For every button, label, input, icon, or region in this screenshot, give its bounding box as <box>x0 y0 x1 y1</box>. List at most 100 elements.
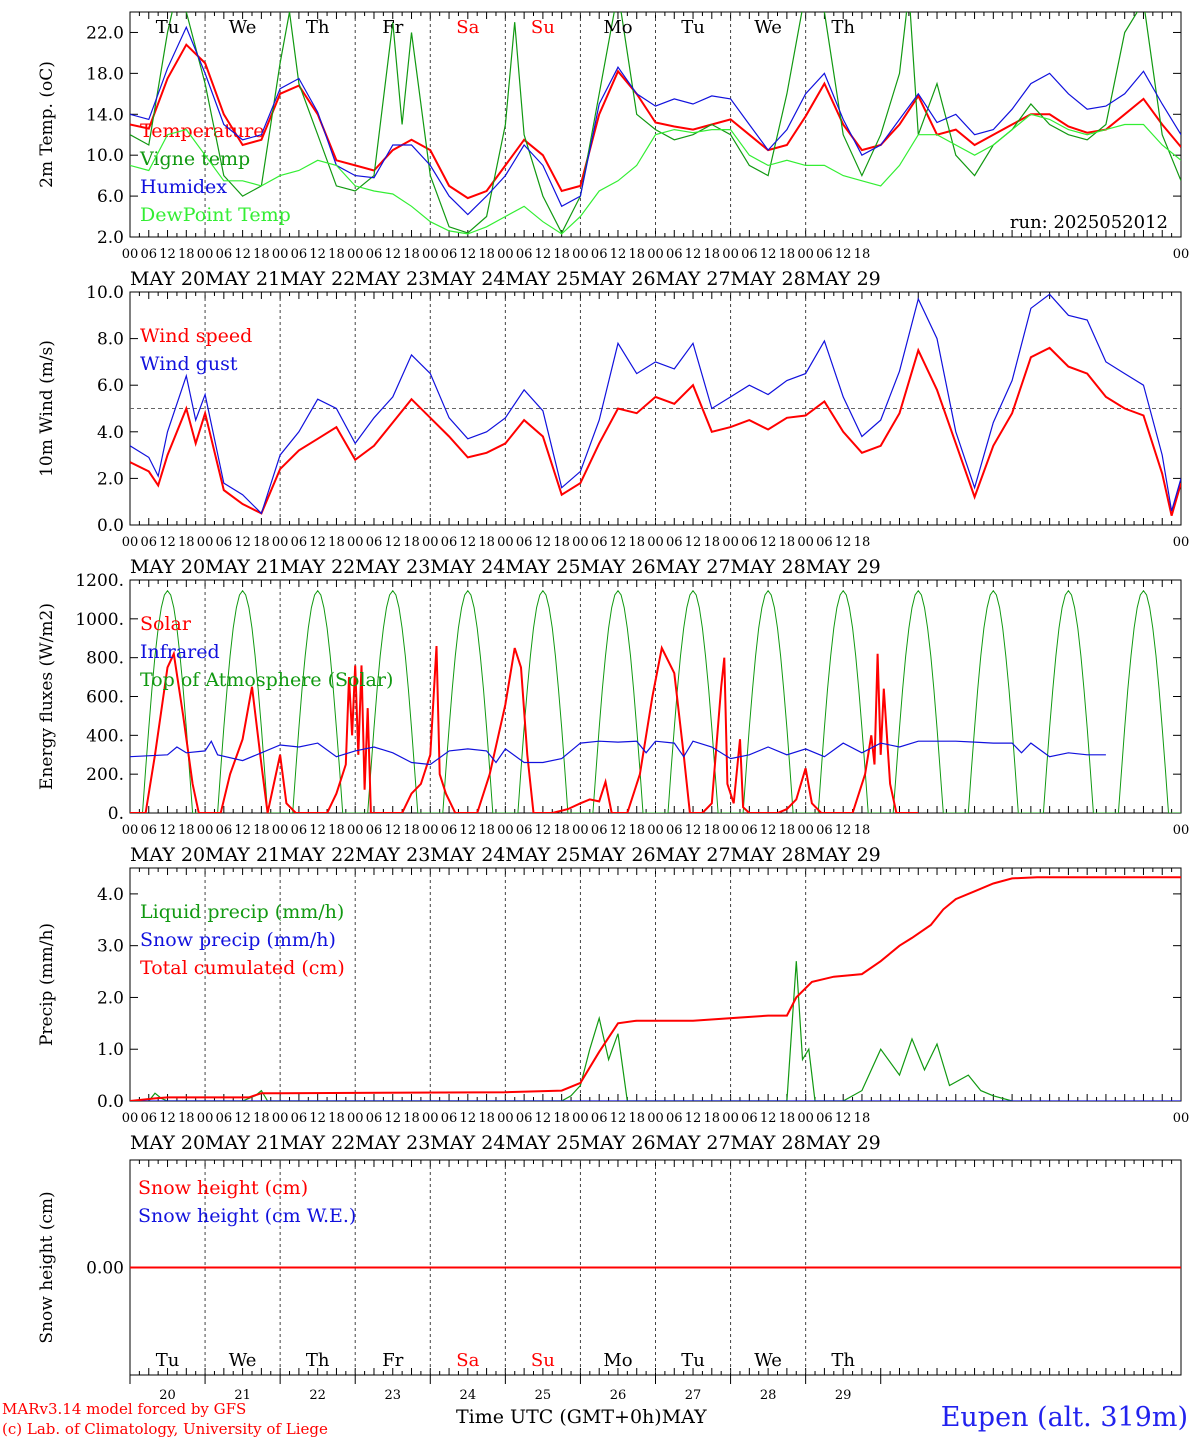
date-label: MAY 23 <box>355 844 430 866</box>
hour-label: 06 <box>666 247 683 262</box>
model-credit: MARv3.14 model forced by GFS <box>2 1400 247 1418</box>
legend-label: Wind gust <box>140 353 238 375</box>
hour-label: 12 <box>835 535 852 550</box>
series-line-2 <box>130 25 1181 216</box>
legend-label: Total cumulated (cm) <box>140 957 345 979</box>
hour-label: 00 <box>497 823 514 838</box>
hour-label: 12 <box>309 1111 326 1126</box>
y-tick-label: 6.0 <box>97 376 124 396</box>
hour-label: 00 <box>797 823 814 838</box>
hour-label: 06 <box>741 535 758 550</box>
hour-label: 18 <box>854 247 871 262</box>
hour-label: 18 <box>328 1111 345 1126</box>
hour-label: 12 <box>685 535 702 550</box>
date-label: MAY 27 <box>655 268 730 290</box>
weekday-label: Fr <box>382 17 403 38</box>
hour-label: 18 <box>704 1111 721 1126</box>
y-tick-label: 1200. <box>75 571 124 591</box>
date-label: MAY 26 <box>580 268 655 290</box>
hour-label: 06 <box>591 535 608 550</box>
date-label: MAY 29 <box>806 556 881 578</box>
y-tick-label: 10.0 <box>86 146 124 166</box>
hour-label: 18 <box>478 823 495 838</box>
hour-label: 12 <box>760 247 777 262</box>
hour-label: 00 <box>122 1111 139 1126</box>
hour-label: 06 <box>741 823 758 838</box>
series-line-1 <box>130 739 1106 766</box>
hour-label: 00 <box>347 823 364 838</box>
hour-label: 18 <box>253 535 270 550</box>
date-label: MAY 21 <box>205 556 280 578</box>
hour-label: 00 <box>1173 1111 1190 1126</box>
weekday-label: Tu <box>681 1350 705 1371</box>
hour-label: 18 <box>704 823 721 838</box>
y-tick-label: 1.0 <box>97 1040 124 1060</box>
series-line-1 <box>130 12 1181 235</box>
hour-label: 12 <box>685 823 702 838</box>
legend-label: DewPoint Temp <box>140 204 291 226</box>
date-label: MAY 24 <box>430 1132 505 1154</box>
hour-label: 12 <box>234 823 251 838</box>
hour-label: 12 <box>835 823 852 838</box>
station-name: Eupen (alt. 319m) <box>940 1402 1188 1433</box>
hour-label: 18 <box>178 823 195 838</box>
date-label: MAY 29 <box>806 268 881 290</box>
y-axis-title: 10m Wind (m/s) <box>37 340 57 477</box>
hour-label: 00 <box>797 1111 814 1126</box>
weekday-label: Tu <box>681 17 705 38</box>
hour-label: 00 <box>422 247 439 262</box>
hour-label: 12 <box>460 823 477 838</box>
hour-label: 00 <box>797 535 814 550</box>
date-label: MAY 29 <box>806 844 881 866</box>
hour-label: 06 <box>516 535 533 550</box>
lab-credit: (c) Lab. of Climatology, University of L… <box>2 1420 328 1438</box>
hour-label: 00 <box>272 823 289 838</box>
hour-label: 06 <box>516 1111 533 1126</box>
hour-label: 06 <box>516 247 533 262</box>
y-tick-label: 0. <box>108 804 124 824</box>
y-tick-label: 2.0 <box>97 469 124 489</box>
hour-label: 00 <box>647 247 664 262</box>
legend-label: Snow height (cm) <box>138 1177 308 1199</box>
hour-label: 18 <box>628 247 645 262</box>
hour-label: 18 <box>779 535 796 550</box>
weekday-label: Sa <box>456 1350 479 1371</box>
hour-label: 12 <box>309 247 326 262</box>
date-label: MAY 23 <box>355 1132 430 1154</box>
date-label: MAY 22 <box>280 1132 355 1154</box>
hour-label: 12 <box>685 1111 702 1126</box>
hour-label: 06 <box>216 535 233 550</box>
hour-label: 00 <box>272 1111 289 1126</box>
hour-label: 12 <box>384 247 401 262</box>
hour-label: 06 <box>741 247 758 262</box>
day-number: 28 <box>760 1388 777 1403</box>
hour-label: 00 <box>422 823 439 838</box>
hour-label: 00 <box>722 823 739 838</box>
date-label: MAY 22 <box>280 268 355 290</box>
weekday-label: Th <box>306 17 330 38</box>
hour-label: 00 <box>422 1111 439 1126</box>
hour-label: 18 <box>253 247 270 262</box>
y-tick-label: 10.0 <box>86 283 124 303</box>
day-number: 22 <box>309 1388 326 1403</box>
date-label: MAY 23 <box>355 268 430 290</box>
hour-label: 18 <box>779 247 796 262</box>
hour-label: 12 <box>460 535 477 550</box>
weekday-label: We <box>754 1350 782 1371</box>
day-number: 27 <box>685 1388 702 1403</box>
y-tick-label: 18.0 <box>86 64 124 84</box>
y-axis-title: Snow height (cm) <box>37 1191 57 1343</box>
hour-label: 12 <box>460 247 477 262</box>
hour-label: 18 <box>403 823 420 838</box>
hour-label: 12 <box>610 535 627 550</box>
hour-label: 12 <box>384 823 401 838</box>
hour-label: 00 <box>1173 247 1190 262</box>
hour-label: 00 <box>122 823 139 838</box>
weekday-label: We <box>229 1350 257 1371</box>
hour-label: 18 <box>178 1111 195 1126</box>
hour-label: 12 <box>159 535 176 550</box>
hour-label: 06 <box>666 535 683 550</box>
hour-label: 12 <box>384 535 401 550</box>
weekday-label: We <box>229 17 257 38</box>
weekday-label: Sa <box>456 17 479 38</box>
